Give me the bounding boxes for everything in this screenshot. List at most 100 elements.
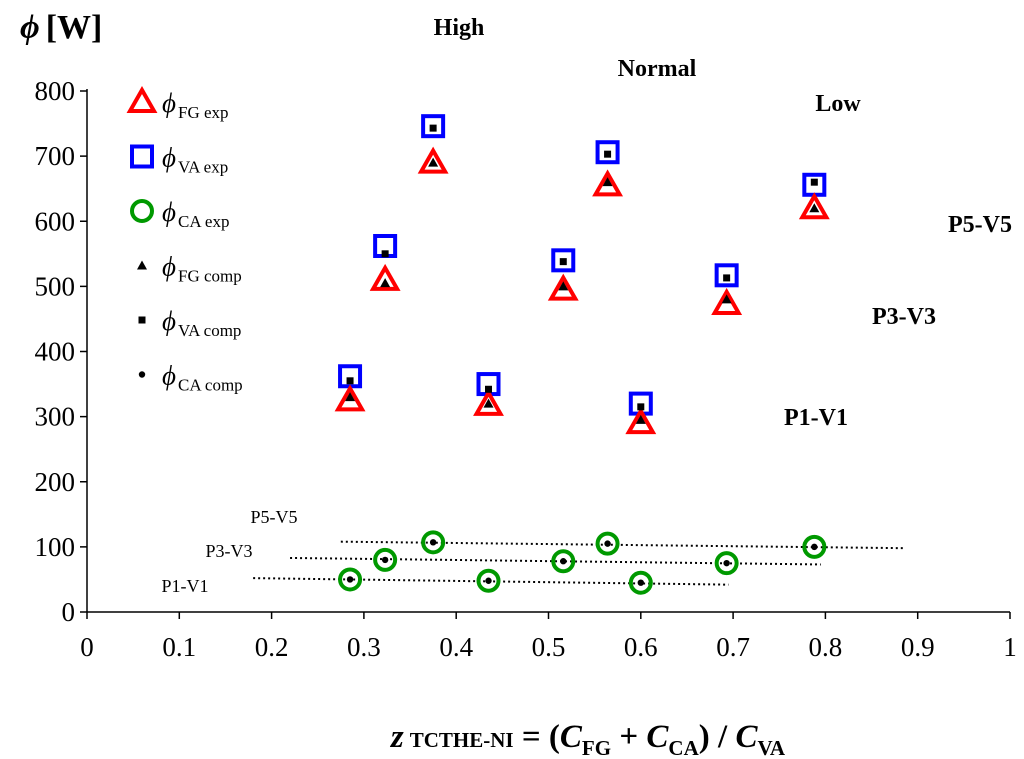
data-markers bbox=[334, 114, 830, 595]
point-va-comp bbox=[810, 178, 818, 186]
point-fg-exp bbox=[625, 407, 657, 435]
x-tick-label: 0.7 bbox=[716, 632, 750, 662]
x-axis-label: z TCTHE-NI = (CFG + CCA) / CVA bbox=[390, 719, 786, 759]
point-ca-exp bbox=[373, 547, 398, 572]
point-ca-exp bbox=[338, 567, 363, 592]
legend-subscript: VA comp bbox=[178, 321, 241, 340]
y-tick-label: 200 bbox=[35, 467, 76, 497]
trend-line bbox=[340, 540, 904, 550]
y-tick-label: 700 bbox=[35, 141, 76, 171]
point-fg-comp bbox=[483, 398, 494, 408]
legend-marker-fg-exp bbox=[126, 85, 158, 113]
point-va-exp bbox=[714, 263, 739, 288]
trend-line bbox=[290, 556, 821, 566]
legend-label-fg-exp: ϕ FG exp bbox=[162, 88, 229, 122]
point-fg-comp bbox=[809, 203, 820, 213]
legend-symbol: ϕ bbox=[162, 197, 176, 227]
y-tick-label: 300 bbox=[35, 402, 76, 432]
point-va-exp bbox=[551, 248, 576, 273]
point-ca-comp bbox=[429, 539, 437, 546]
point-ca-exp bbox=[476, 568, 501, 593]
annotation-high: High bbox=[434, 15, 485, 41]
point-ca-comp bbox=[381, 556, 389, 564]
legend-label-va-comp: ϕ VA comp bbox=[162, 306, 241, 340]
point-va-comp bbox=[346, 377, 354, 385]
legend-marker-ca-exp bbox=[130, 199, 154, 223]
point-fg-comp bbox=[558, 281, 569, 291]
x-tick-label: 0.4 bbox=[439, 632, 473, 662]
legend-symbol: ϕ bbox=[162, 88, 176, 118]
point-fg-exp bbox=[592, 169, 624, 197]
point-va-comp bbox=[723, 274, 731, 282]
point-ca-comp bbox=[811, 543, 818, 551]
y-tick-label: 400 bbox=[35, 337, 76, 367]
x-tick-label: 0.8 bbox=[809, 632, 843, 662]
point-fg-comp bbox=[345, 392, 356, 402]
legend-subscript: VA exp bbox=[178, 158, 228, 177]
point-va-comp bbox=[559, 258, 567, 266]
annotation-p5v5: P5-V5 bbox=[948, 212, 1012, 238]
annotation-p3v3: P3-V3 bbox=[872, 304, 936, 330]
x-tick-label: 0.1 bbox=[162, 632, 196, 662]
trendline-label-p1v1: P1-V1 bbox=[161, 576, 208, 596]
point-va-exp bbox=[421, 114, 446, 139]
point-fg-comp bbox=[635, 414, 646, 424]
point-fg-comp bbox=[380, 278, 391, 288]
point-ca-exp bbox=[421, 530, 446, 555]
point-ca-exp bbox=[802, 534, 827, 559]
legend-subscript: CA comp bbox=[178, 376, 243, 395]
legend-label-ca-exp: ϕ CA exp bbox=[162, 197, 229, 231]
x-tick-label: 0.6 bbox=[624, 632, 658, 662]
point-fg-comp bbox=[602, 177, 613, 187]
legend-marker-ca-comp bbox=[138, 371, 146, 378]
legend-symbol: ϕ bbox=[162, 306, 176, 336]
point-ca-exp bbox=[551, 549, 576, 574]
y-axis-label: ϕ [W] bbox=[20, 9, 102, 46]
point-fg-exp bbox=[334, 384, 366, 412]
point-fg-comp bbox=[428, 157, 439, 167]
x-tick-label: 0.9 bbox=[901, 632, 935, 662]
legend-symbol: ϕ bbox=[162, 143, 176, 173]
point-fg-exp bbox=[798, 192, 830, 220]
point-fg-exp bbox=[547, 273, 579, 301]
y-tick-label: 0 bbox=[62, 597, 76, 627]
point-va-comp bbox=[637, 403, 645, 411]
point-ca-comp bbox=[560, 558, 567, 565]
legend-marker-va-comp bbox=[138, 316, 146, 324]
trendline-label-p5v5: P5-V5 bbox=[250, 507, 297, 527]
point-va-comp bbox=[485, 385, 493, 393]
point-ca-comp bbox=[485, 577, 492, 584]
legend-subscript: CA exp bbox=[178, 212, 229, 231]
x-tick-label: 0.2 bbox=[255, 632, 289, 662]
point-fg-comp bbox=[721, 294, 732, 304]
point-fg-exp bbox=[369, 263, 401, 291]
x-tick-label: 1 bbox=[1003, 632, 1017, 662]
annotation-p1v1: P1-V1 bbox=[784, 405, 848, 431]
legend-marker-fg-comp bbox=[137, 260, 147, 270]
point-ca-comp bbox=[604, 540, 611, 547]
point-va-exp bbox=[595, 140, 620, 165]
point-va-comp bbox=[429, 124, 437, 132]
annotation-normal: Normal bbox=[618, 56, 697, 82]
point-ca-exp bbox=[595, 531, 620, 556]
y-tick-label: 100 bbox=[35, 532, 76, 562]
point-ca-comp bbox=[346, 576, 354, 583]
trendline-label-p3v3: P3-V3 bbox=[205, 541, 252, 561]
legend-label-fg-comp: ϕ FG comp bbox=[162, 252, 242, 286]
x-tick-label: 0 bbox=[80, 632, 94, 662]
legend-marker-va-exp bbox=[130, 144, 154, 169]
legend-label-va-exp: ϕ VA exp bbox=[162, 143, 228, 177]
y-tick-label: 500 bbox=[35, 271, 76, 301]
annotation-low: Low bbox=[815, 91, 861, 117]
point-fg-exp bbox=[417, 146, 449, 174]
point-ca-exp bbox=[714, 551, 739, 576]
point-ca-exp bbox=[628, 570, 653, 595]
y-tick-label: 800 bbox=[35, 76, 76, 106]
y-tick-label: 600 bbox=[35, 206, 76, 236]
legend-symbol: ϕ bbox=[162, 252, 176, 282]
legend-label-ca-comp: ϕ CA comp bbox=[162, 361, 243, 395]
x-tick-label: 0.3 bbox=[347, 632, 381, 662]
point-fg-exp bbox=[711, 287, 743, 315]
